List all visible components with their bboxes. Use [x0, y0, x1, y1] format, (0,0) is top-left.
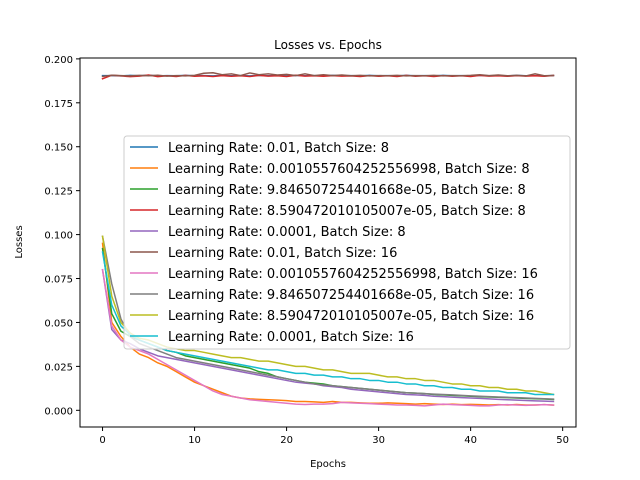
x-axis-label: Epochs — [310, 459, 346, 470]
y-tick-label: 0.075 — [44, 275, 73, 286]
x-tick-label: 40 — [464, 435, 477, 446]
series-line-6 — [101, 72, 555, 78]
y-tick-label: 0.000 — [44, 406, 73, 417]
series-line-10 — [101, 251, 555, 396]
legend-label: Learning Rate: 8.590472010105007e-05, Ba… — [168, 309, 534, 324]
y-tick-label: 0.150 — [44, 143, 73, 154]
y-tick-label: 0.100 — [44, 231, 73, 242]
series-line-2 — [101, 242, 555, 406]
legend-label: Learning Rate: 8.590472010105007e-05, Ba… — [168, 204, 526, 219]
legend-label: Learning Rate: 0.01, Batch Size: 16 — [168, 246, 397, 261]
legend-label: Learning Rate: 0.0001, Batch Size: 16 — [168, 330, 414, 345]
x-tick-label: 0 — [99, 435, 105, 446]
x-tick-label: 50 — [556, 435, 569, 446]
legend: Learning Rate: 0.01, Batch Size: 8 Learni… — [123, 135, 571, 350]
y-tick-label: 0.050 — [44, 318, 73, 329]
chart-title: Losses vs. Epochs — [274, 38, 382, 52]
series-line-5 — [101, 268, 555, 403]
series-line-8 — [101, 235, 555, 400]
y-tick-label: 0.025 — [44, 362, 73, 373]
plot-frame — [79, 57, 577, 428]
legend-label: Learning Rate: 0.01, Batch Size: 8 — [168, 141, 389, 156]
legend-label: Learning Rate: 0.0010557604252556998, Ba… — [168, 162, 530, 177]
y-tick-label: 0.125 — [44, 187, 73, 198]
x-tick-label: 20 — [280, 435, 293, 446]
y-tick-label: 0.200 — [44, 55, 73, 66]
legend-label: Learning Rate: 0.0001, Batch Size: 8 — [168, 225, 406, 240]
axes-layer: 0 10 20 30 40 50 0.000 0.025 0.050 0.075 0.100 0.12… — [44, 55, 577, 446]
x-tick-label: 30 — [372, 435, 385, 446]
y-axis-label: Losses — [14, 225, 25, 258]
legend-box — [123, 135, 571, 350]
series-line-7 — [101, 268, 555, 407]
legend-label: Learning Rate: 9.846507254401668e-05, Ba… — [168, 288, 534, 303]
x-tick-label: 10 — [188, 435, 201, 446]
legend-label: Learning Rate: 9.846507254401668e-05, Ba… — [168, 183, 526, 198]
legend-label: Learning Rate: 0.0010557604252556998, Ba… — [168, 267, 538, 282]
y-tick-label: 0.175 — [44, 99, 73, 110]
